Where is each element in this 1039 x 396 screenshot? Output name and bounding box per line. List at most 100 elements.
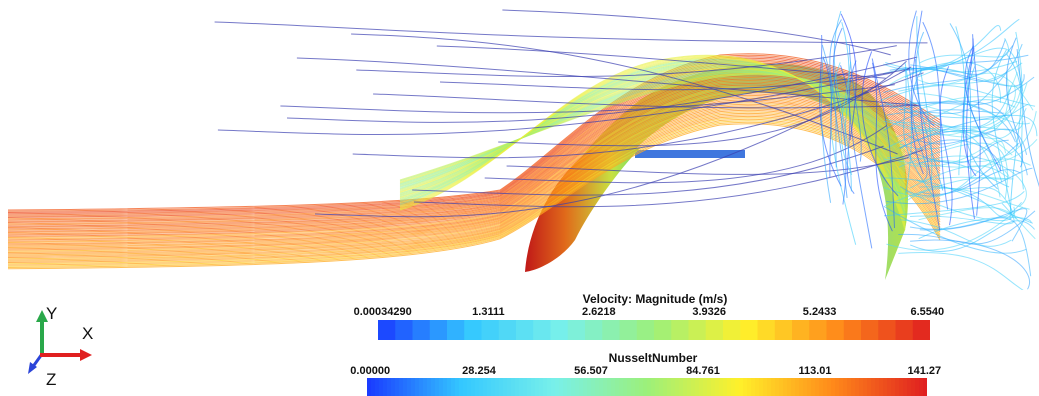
streamline (898, 210, 1036, 245)
nusselt-colorbar-gradient-step (871, 378, 876, 396)
streamline (830, 62, 857, 245)
nusselt-colorbar-gradient-step (651, 378, 656, 396)
streamline (7, 120, 941, 267)
streamline (840, 13, 857, 141)
tick-label: 0.00034290 (353, 306, 412, 318)
streamline (7, 66, 941, 222)
streamline (939, 66, 953, 226)
nusselt-colorbar-gradient-step (499, 378, 504, 396)
streamline (883, 205, 1027, 254)
nusselt-colorbar-gradient-step (519, 378, 524, 396)
nusselt-colorbar-gradient-step (695, 378, 700, 396)
streamline (910, 99, 1016, 131)
nusselt-colorbar-gradient-step (487, 378, 492, 396)
velocity-colorbar-bin (774, 320, 793, 340)
streamline (886, 71, 1008, 116)
nusselt-colorbar-gradient-step (427, 378, 432, 396)
streamline (1005, 37, 1023, 168)
nusselt-colorbar-gradient-step (415, 378, 420, 396)
velocity-colorbar-bin (447, 320, 465, 340)
nusselt-colorbar-gradient-step (591, 378, 596, 396)
streamline (910, 220, 1035, 252)
velocity-colorbar-bin (723, 320, 741, 340)
streamline (7, 117, 941, 265)
streamline (883, 190, 1025, 217)
nusselt-colorbar-gradient-step (687, 378, 692, 396)
nusselt-colorbar-gradient-step (835, 378, 840, 396)
axes-triad (28, 310, 92, 374)
nusselt-colorbar-gradient-step (655, 378, 660, 396)
nusselt-colorbar-gradient-step (923, 378, 927, 396)
nusselt-colorbar-gradient-step (595, 378, 600, 396)
streamline (906, 139, 1001, 171)
streamline (436, 45, 886, 79)
nusselt-colorbar-gradient-step (503, 378, 508, 396)
nusselt-colorbar-gradient-step (859, 378, 864, 396)
streamline (373, 93, 921, 109)
streamline (963, 65, 998, 190)
streamline (861, 51, 899, 197)
streamline (833, 10, 852, 192)
nusselt-legend-title: NusseltNumber (608, 351, 698, 365)
streamline (506, 157, 909, 175)
streamline (991, 49, 1013, 217)
nusselt-colorbar-gradient-step (379, 378, 384, 396)
nusselt-colorbar-gradient-step (679, 378, 684, 396)
velocity-colorbar-bin (567, 320, 586, 340)
velocity-colorbar-bin (809, 320, 827, 340)
nusselt-colorbar-gradient-step (535, 378, 540, 396)
streamline (286, 56, 918, 123)
streamline (966, 38, 975, 220)
nusselt-colorbar-gradient-step (451, 378, 456, 396)
nusselt-colorbar-gradient-step (531, 378, 536, 396)
z-axis-label: Z (46, 370, 57, 389)
streamline (879, 84, 1036, 107)
streamline (906, 187, 1030, 210)
velocity-colorbar-bin (636, 320, 655, 340)
streamline (280, 84, 895, 114)
streamline (498, 60, 907, 147)
nusselt-colorbar-gradient-step (395, 378, 400, 396)
nusselt-colorbar-gradient-step (731, 378, 736, 396)
tick-label: 141.27 (907, 365, 942, 377)
nusselt-colorbar-gradient-step (907, 378, 912, 396)
streamline (820, 56, 832, 203)
velocity-colorbar-bin (912, 320, 930, 340)
streamline (841, 22, 850, 147)
streamline (905, 190, 1016, 222)
streamline (7, 118, 941, 266)
nusselt-colorbar-gradient-step (851, 378, 856, 396)
nusselt-colorbar-gradient-step (895, 378, 900, 396)
nusselt-colorbar-gradient-step (755, 378, 760, 396)
streamline (910, 43, 1023, 82)
nusselt-colorbar (367, 378, 927, 396)
nusselt-colorbar-gradient-step (671, 378, 676, 396)
nusselt-colorbar-gradient-step (607, 378, 612, 396)
velocity-colorbar-bin (533, 320, 551, 340)
nusselt-colorbar-gradient-step (743, 378, 748, 396)
velocity-colorbar-bin (878, 320, 896, 340)
tick-label: 28.254 (462, 365, 496, 377)
tick-label: 84.761 (686, 365, 720, 377)
nusselt-colorbar-gradient-step (911, 378, 916, 396)
nusselt-colorbar-gradient-step (411, 378, 416, 396)
streamline (351, 33, 898, 155)
streamline (910, 10, 924, 175)
streamline (899, 130, 1028, 176)
nusselt-colorbar-gradient-step (455, 378, 460, 396)
streamline (918, 170, 1010, 183)
streamline (899, 142, 1020, 197)
nusselt-colorbar-gradient-step (627, 378, 632, 396)
nusselt-colorbar-gradient-step (811, 378, 816, 396)
streamline (916, 16, 933, 184)
nusselt-colorbar-gradient-step (747, 378, 752, 396)
streamline (896, 107, 1027, 140)
velocity-colorbar-bin (861, 320, 879, 340)
nusselt-colorbar-gradient-step (647, 378, 652, 396)
nusselt-colorbar-gradient-step (759, 378, 764, 396)
nusselt-colorbar-gradient-step (467, 378, 472, 396)
streamline (819, 34, 842, 187)
nusselt-colorbar-gradient-step (815, 378, 820, 396)
z-axis-head (28, 362, 37, 374)
